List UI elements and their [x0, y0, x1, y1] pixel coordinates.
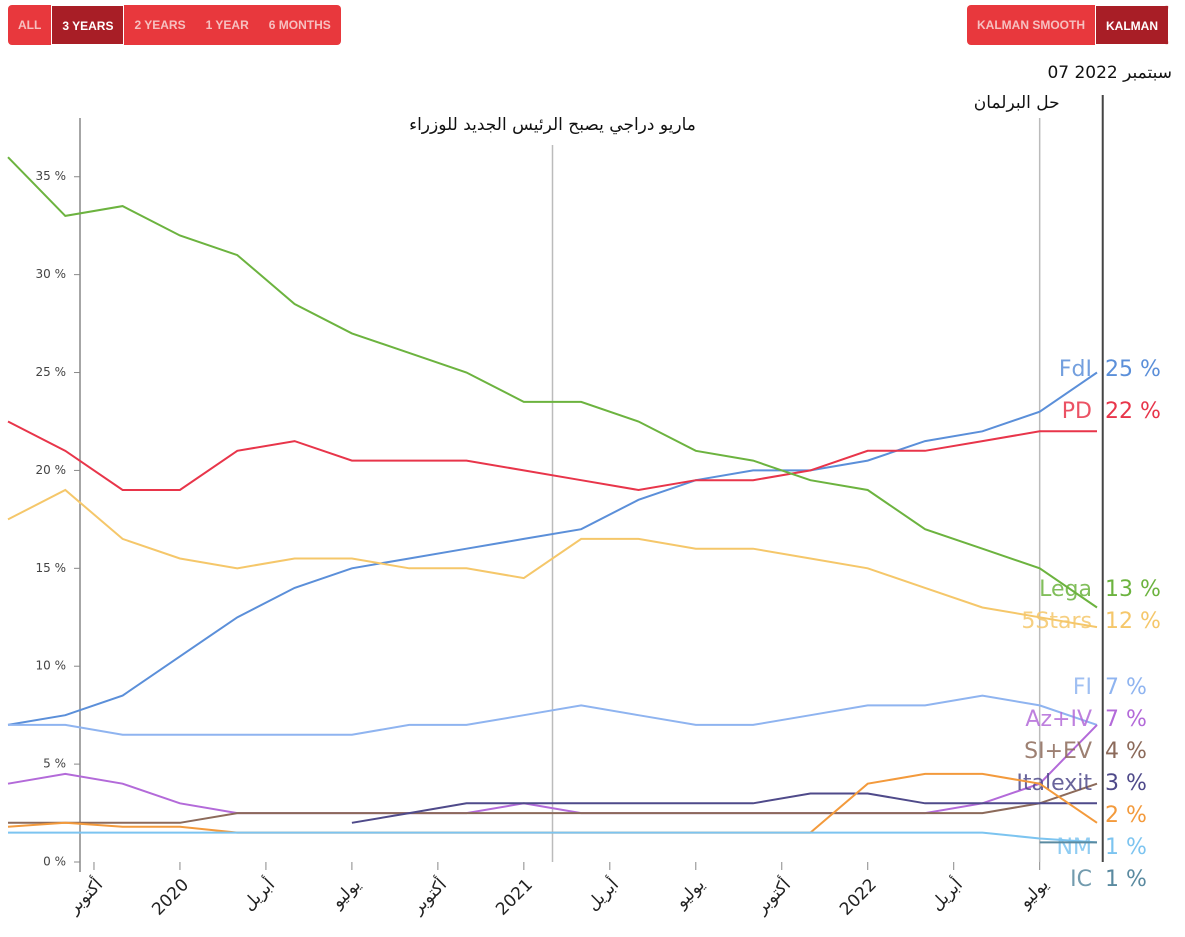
x-tick-label: أكتوبر [406, 874, 451, 919]
series-last-value: 3 % [1105, 771, 1147, 796]
button[interactable]: 3 YEARS [51, 5, 125, 45]
series-name: FI [1073, 675, 1092, 700]
x-tick-label: أكتوبر [62, 874, 107, 919]
series-last-value: 12 % [1105, 609, 1161, 634]
x-tick-label: يوليو [1015, 875, 1053, 913]
series-line [8, 831, 1098, 844]
x-tick-label: يوليو [671, 875, 709, 913]
series-name: Az+IV [1025, 707, 1092, 732]
y-tick-label: 25 % [36, 365, 67, 379]
series-name: Italexit [1016, 771, 1092, 796]
series-name: SI+EV [1024, 739, 1092, 764]
button[interactable]: 2 YEARS [134, 18, 186, 32]
y-tick-label: 35 % [36, 169, 67, 183]
series-name: Lega [1039, 577, 1092, 602]
series-line [8, 782, 1098, 824]
x-tick-label: 2022 [836, 875, 881, 920]
series-line [7, 371, 1098, 726]
series-last-value: 7 % [1105, 675, 1147, 700]
series-last-value: 1 % [1105, 835, 1147, 860]
y-tick-label: 5 % [43, 757, 66, 771]
series-name: 5Stars [1021, 609, 1092, 634]
button[interactable]: ALL [18, 18, 42, 32]
series-name: IC [1070, 867, 1092, 892]
y-tick-label: 0 % [43, 855, 66, 869]
smoothing-buttons: KALMAN SMOOTH KALMAN [967, 5, 1169, 45]
button[interactable]: KALMAN SMOOTH [977, 18, 1085, 32]
x-tick-label: أكتوبر [750, 874, 795, 919]
series-line [351, 792, 1097, 824]
button[interactable]: 6 MONTHS [268, 18, 331, 32]
annotation-label: ماريو دراجي يصبح الرئيس الجديد للوزراء [409, 115, 696, 135]
series-last-value: 25 % [1105, 357, 1161, 382]
x-tick-label: 2021 [492, 875, 537, 920]
series-last-value: 2 % [1105, 803, 1147, 828]
x-tick-label: يوليو [327, 875, 365, 913]
series-last-value: 13 % [1105, 577, 1161, 602]
range-buttons: ALL 3 YEARS 2 YEARS 1 YEAR 6 MONTHS [8, 5, 341, 45]
x-tick-label: 2020 [148, 875, 193, 920]
series-last-value: 7 % [1105, 707, 1147, 732]
series-line [7, 488, 1098, 629]
annotation-label: حل البرلمان [974, 93, 1060, 113]
annotation-label: 07 سبتمبر 2022 [1047, 63, 1172, 83]
series-line [7, 420, 1097, 492]
series-last-value: 1 % [1105, 867, 1147, 892]
x-tick-label: أبريل [238, 874, 279, 915]
x-tick-label: أبريل [582, 874, 623, 915]
series-name: NM [1057, 835, 1092, 860]
series-name: FdI [1059, 357, 1092, 382]
series-name: PD [1062, 399, 1092, 424]
series-last-value: 4 % [1105, 739, 1147, 764]
y-tick-label: 20 % [36, 463, 67, 477]
series-last-value: 22 % [1105, 399, 1161, 424]
x-tick-label: أبريل [925, 874, 966, 915]
series-line [7, 156, 1098, 609]
y-tick-label: 30 % [36, 267, 67, 281]
button[interactable]: KALMAN [1095, 5, 1169, 45]
y-tick-label: 15 % [36, 561, 67, 575]
series-line [8, 694, 1098, 736]
button[interactable]: 1 YEAR [205, 18, 249, 32]
y-tick-label: 10 % [36, 659, 67, 673]
